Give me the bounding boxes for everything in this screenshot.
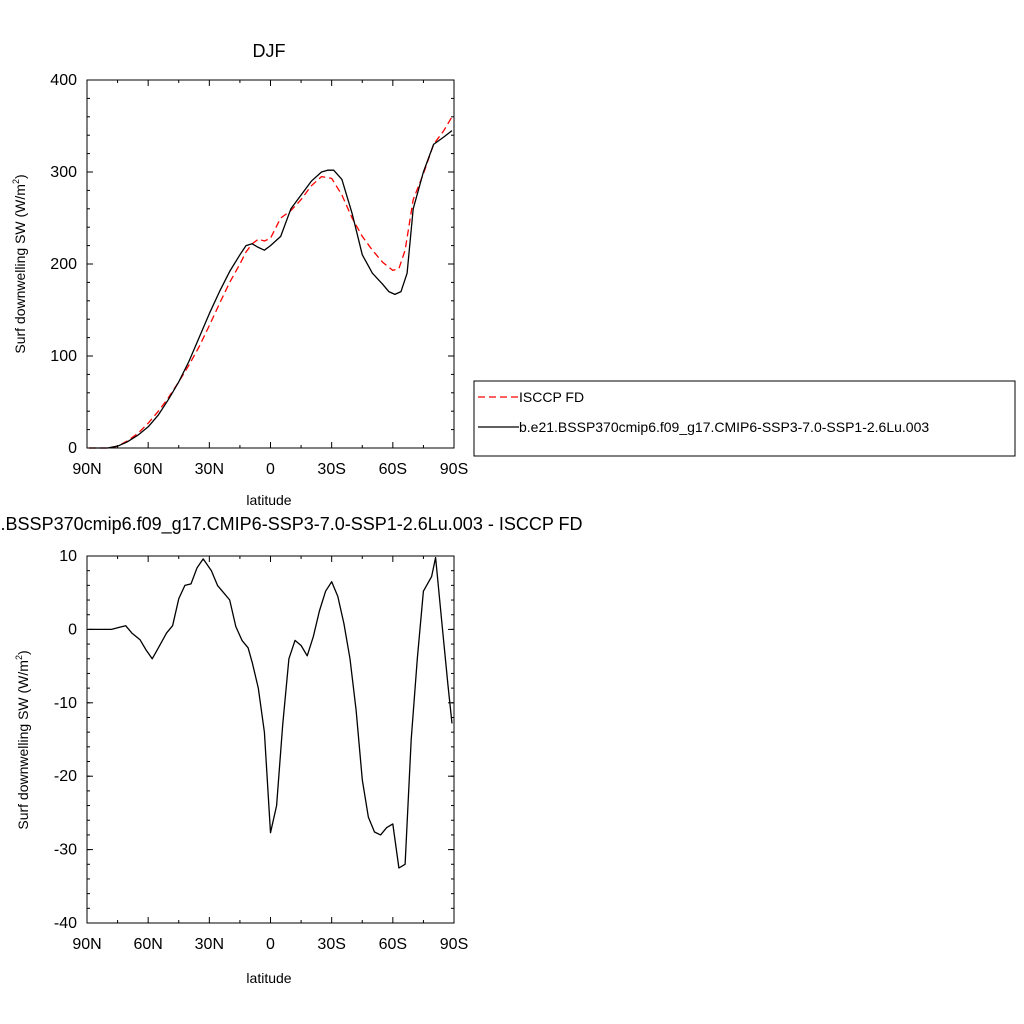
top-ylabel-close: ) xyxy=(12,174,28,179)
top-xtick-label: 90N xyxy=(72,461,101,478)
top-ytick-label: 300 xyxy=(50,164,77,181)
top-xtick-label: 0 xyxy=(266,461,275,478)
bottom-axis-ticks: 90N 60N 30N 0 30S 60S 90S -40 -30 -20 -10 0 10 xyxy=(54,548,468,953)
bottom-ytick-label: 10 xyxy=(59,548,77,565)
bottom-ylabel-superscript: 2 xyxy=(14,655,24,660)
panel-bottom-plot: b.e21.BSSP370cmip6.f09_g17.CMIP6-SSP3-7.… xyxy=(0,514,583,986)
top-x-axis-label: latitude xyxy=(246,492,291,508)
top-ytick-label: 0 xyxy=(68,440,77,457)
legend-box xyxy=(473,380,1016,457)
legend-label-isccp: ISCCP FD xyxy=(519,389,584,405)
legend: ISCCP FD b.e21.BSSP370cmip6.f09_g17.CMIP… xyxy=(473,380,1016,457)
top-series-group xyxy=(89,116,453,449)
bottom-xtick-label: 60N xyxy=(133,936,162,953)
top-ytick-label: 200 xyxy=(50,256,77,273)
bottom-y-axis-label: Surf downwelling SW (W/m2) xyxy=(14,650,31,829)
bottom-series-line-difference xyxy=(89,556,453,869)
top-series-line-isccp xyxy=(89,116,453,449)
top-axis-ticks: 90N 60N 30N 0 30S 60S 90S 0 100 200 300 400 xyxy=(50,72,468,478)
bottom-ytick-label: -30 xyxy=(54,842,77,859)
bottom-xtick-label: 30S xyxy=(317,936,345,953)
bottom-xtick-label: 60S xyxy=(379,936,407,953)
bottom-xtick-label: 0 xyxy=(266,936,275,953)
top-ytick-label: 400 xyxy=(50,72,77,89)
bottom-ytick-label: -40 xyxy=(54,915,77,932)
bottom-xtick-label: 30N xyxy=(195,936,224,953)
legend-label-model: b.e21.BSSP370cmip6.f09_g17.CMIP6-SSP3-7.… xyxy=(519,419,929,435)
bottom-x-axis-label: latitude xyxy=(246,970,291,986)
bottom-ytick-label: -10 xyxy=(54,695,77,712)
top-xtick-label: 60N xyxy=(133,461,162,478)
top-xtick-label: 30N xyxy=(195,461,224,478)
top-ytick-label: 100 xyxy=(50,348,77,365)
bottom-chart-title: b.e21.BSSP370cmip6.f09_g17.CMIP6-SSP3-7.… xyxy=(0,514,583,535)
top-xtick-label: 30S xyxy=(317,461,345,478)
panel-top-plot: DJF Surf downwelling SW (W/m2) latitude … xyxy=(11,41,468,508)
top-chart-title: DJF xyxy=(253,41,286,61)
top-ylabel-superscript: 2 xyxy=(11,179,21,184)
bottom-ylabel-close: ) xyxy=(15,650,31,655)
bottom-xtick-label: 90S xyxy=(440,936,468,953)
top-plot-frame xyxy=(86,79,455,449)
bottom-plot-frame xyxy=(86,555,455,924)
bottom-ytick-label: 0 xyxy=(68,621,77,638)
svg-text:Surf downwelling SW (W/m2): Surf downwelling SW (W/m2) xyxy=(11,174,28,353)
top-xtick-label: 60S xyxy=(379,461,407,478)
top-xtick-label: 90S xyxy=(440,461,468,478)
bottom-series-group xyxy=(89,556,453,869)
svg-text:Surf downwelling SW (W/m2): Surf downwelling SW (W/m2) xyxy=(14,650,31,829)
top-series-line-model xyxy=(89,130,453,449)
bottom-ylabel-text: Surf downwelling SW (W/m xyxy=(15,660,31,830)
bottom-ytick-label: -20 xyxy=(54,768,77,785)
top-y-axis-label: Surf downwelling SW (W/m2) xyxy=(11,174,28,353)
bottom-xtick-label: 90N xyxy=(72,936,101,953)
top-ylabel-text: Surf downwelling SW (W/m xyxy=(12,184,28,354)
